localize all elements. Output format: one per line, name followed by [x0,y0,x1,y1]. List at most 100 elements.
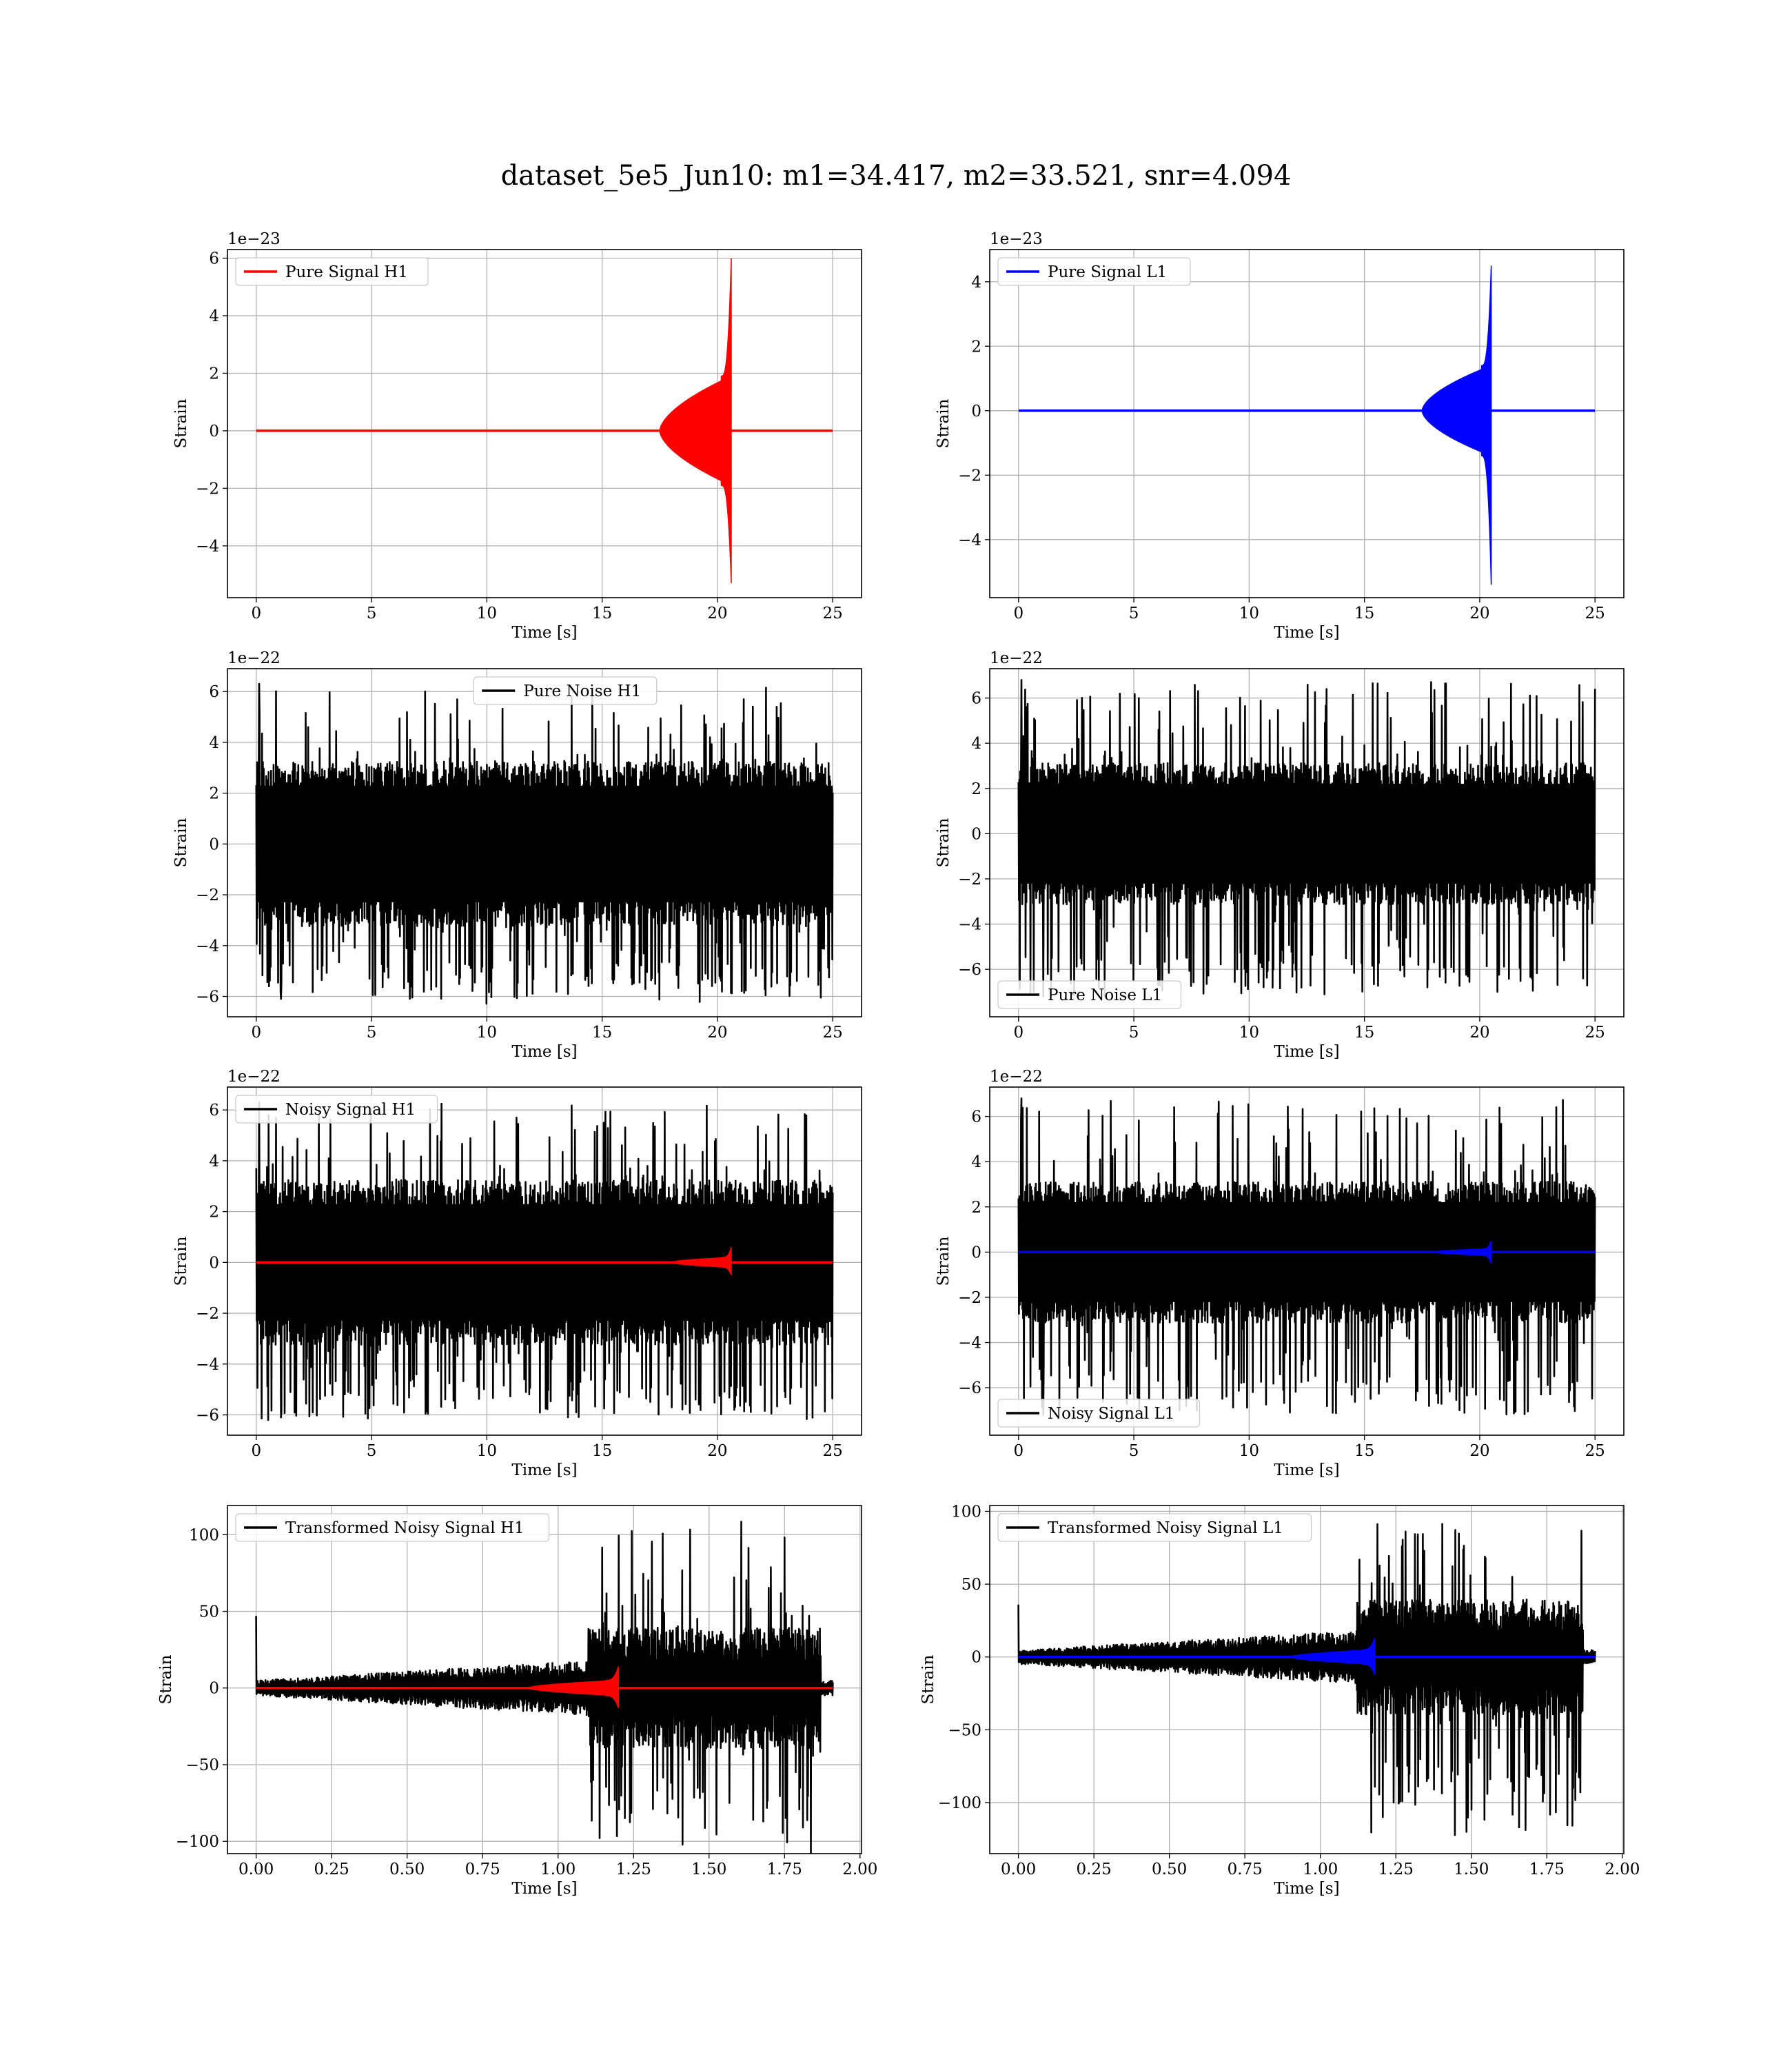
y-tick-label: −2 [958,871,981,889]
axes-frame [989,1086,1625,1436]
y-tick-label: 0 [971,825,981,843]
legend-box [235,1095,438,1124]
x-tick-label: 10 [1239,1442,1259,1460]
y-tick-label: −2 [196,886,219,904]
x-tick-label: 0 [251,605,261,622]
y-tick-label: 6 [209,250,219,268]
transformed-noisy-signal-h1-panel: 0.00 0.25 0.50 0.75 1.00 1.25 1.50 1.75 2.00 −100… [157,1505,877,1898]
transformed-noisy-signal-l1-overlay-series [1018,1638,1596,1675]
x-tick-label: 1.25 [616,1861,651,1878]
x-tick-label: 0.50 [389,1861,425,1878]
y-axis-label: Strain [919,1654,937,1704]
legend-label: Transformed Noisy Signal H1 [285,1519,525,1537]
legend: Pure Signal L1 [997,257,1191,286]
y-tick-label: 4 [971,735,981,753]
legend-label: Pure Signal H1 [285,263,408,281]
y-axis-label: Strain [935,398,953,448]
x-tick-label: 0 [251,1024,261,1042]
x-tick-label: 10 [477,1442,497,1460]
axes-frame [989,668,1625,1017]
x-tick-label: 25 [823,1442,843,1460]
y-tick-label: −6 [196,1407,219,1425]
y-tick-label: −50 [185,1756,219,1774]
x-tick-label: 5 [1129,1442,1139,1460]
x-tick-label: 1.50 [691,1861,726,1878]
y-tick-label: 2 [971,338,981,356]
y-axis-label: Strain [172,818,190,867]
axes-frame [989,249,1625,598]
series-line [1017,1097,1596,1416]
axes-frame [227,1086,862,1436]
y-offset-label: 1e−22 [227,1068,281,1086]
legend: Pure Noise L1 [997,980,1182,1009]
y-tick-label: 6 [209,1102,219,1119]
x-tick-label: 10 [477,1024,497,1042]
y-tick-label: 2 [209,1204,219,1221]
y-offset-label: 1e−23 [990,230,1043,248]
y-tick-label: 100 [189,1526,219,1544]
x-tick-label: 0.25 [314,1861,349,1878]
legend-label: Noisy Signal H1 [285,1101,416,1119]
y-tick-label: −4 [196,937,219,955]
x-tick-label: 10 [1239,605,1259,622]
y-tick-label: −4 [958,916,981,934]
x-tick-label: 15 [592,1024,612,1042]
legend-box [235,257,429,286]
x-tick-label: 2.00 [1605,1861,1640,1878]
y-tick-label: 2 [209,785,219,803]
x-tick-label: 0 [251,1442,261,1460]
y-axis-label: Strain [172,398,190,448]
pure-noise-l1-series [1017,679,1596,997]
y-offset-label: 1e−23 [227,230,281,248]
y-tick-label: −4 [958,1335,981,1352]
x-tick-label: 20 [1469,605,1489,622]
series-line [255,1101,834,1421]
y-tick-label: 0 [971,403,981,420]
axes-frame [989,1505,1625,1854]
x-tick-label: 10 [1239,1024,1259,1042]
x-tick-label: 15 [592,1442,612,1460]
legend: Pure Signal H1 [235,257,429,286]
y-tick-label: 50 [961,1576,981,1594]
x-tick-label: 0.25 [1077,1861,1112,1878]
x-tick-label: 5 [1129,1024,1139,1042]
y-tick-label: 0 [209,1680,219,1698]
y-tick-label: −2 [196,1305,219,1323]
chirp-envelope [256,258,732,584]
y-tick-label: −4 [958,531,981,549]
legend-label: Pure Noise L1 [1048,986,1162,1004]
legend-box [235,1513,550,1542]
x-tick-label: 5 [367,1024,377,1042]
legend-label: Pure Noise H1 [523,682,641,700]
y-tick-label: 50 [199,1603,219,1621]
y-axis-label: Strain [935,818,953,867]
y-axis-label: Strain [172,1236,190,1286]
noisy-signal-l1-overlay-series [1018,1240,1596,1264]
legend-box [997,980,1182,1009]
x-tick-label: 1.75 [1529,1861,1565,1878]
y-tick-label: 4 [209,734,219,752]
y-offset-label: 1e−22 [227,649,281,667]
legend-box [997,1513,1312,1542]
noisy-signal-h1-panel: 0 5 10 15 20 25 −6 −4 −2 0 2 4 6 Time [s] Strain 1e−22N… [172,1068,862,1479]
y-tick-label: −2 [958,1289,981,1307]
x-axis-label: Time [s] [511,1461,577,1479]
legend: Noisy Signal L1 [997,1399,1201,1428]
legend: Transformed Noisy Signal L1 [997,1513,1312,1542]
y-tick-label: 4 [971,274,981,292]
x-tick-label: 15 [1354,1442,1374,1460]
x-axis-label: Time [s] [511,1880,577,1898]
y-tick-label: 6 [209,683,219,701]
legend: Pure Noise H1 [473,676,658,705]
x-tick-label: 0.00 [1001,1861,1036,1878]
legend-label: Pure Signal L1 [1048,263,1167,281]
transformed-noisy-signal-l1-panel: 0.00 0.25 0.50 0.75 1.00 1.25 1.50 1.75 2.00 −100… [919,1503,1640,1898]
y-tick-label: −2 [958,467,981,485]
axes-frame [227,249,862,598]
noisy-signal-l1-panel: 0 5 10 15 20 25 −6 −4 −2 0 2 4 6 Time [s] Strain 1e−22 N… [935,1068,1625,1479]
y-tick-label: −4 [196,1356,219,1374]
x-axis-label: Time [s] [1274,1880,1339,1898]
x-tick-label: 25 [823,605,843,622]
series-line [1017,679,1596,997]
x-tick-label: 10 [477,605,497,622]
